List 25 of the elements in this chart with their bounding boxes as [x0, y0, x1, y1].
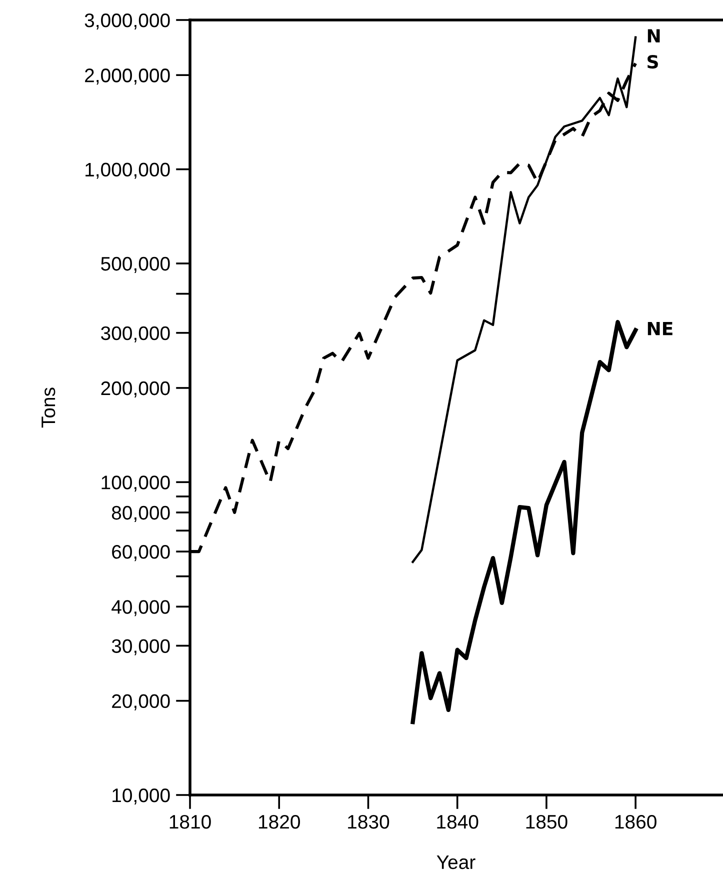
x-tick-label: 1840	[437, 814, 478, 829]
y-tick-label: 3,000,000	[84, 13, 170, 30]
series-label: N	[648, 29, 660, 42]
y-tick-label: 80,000	[112, 506, 170, 522]
line-series	[410, 320, 638, 724]
y-tick-label: 10,000	[112, 788, 170, 805]
x-tick-label: 1860	[615, 814, 656, 829]
series-label: NE	[648, 322, 672, 336]
y-tick-label: 40,000	[112, 600, 170, 616]
x-tick-label: 1830	[348, 814, 390, 829]
y-tick-label: 30,000	[112, 639, 170, 656]
y-axis-title: Tons	[42, 388, 56, 428]
x-tick-label: 1810	[170, 814, 211, 829]
y-tick-label: 20,000	[112, 694, 170, 710]
y-tick-label: 300,000	[101, 326, 170, 342]
y-tick-label: 1,000,000	[86, 162, 170, 179]
y-tick-label: 2,000,000	[85, 68, 170, 85]
y-tick-label: 500,000	[101, 256, 170, 273]
x-axis-title: Year	[436, 856, 476, 870]
series-label: S	[648, 54, 658, 69]
y-tick-label: 60,000	[112, 545, 170, 562]
x-tick-label: 1850	[526, 814, 568, 829]
y-tick-label: 100,000	[102, 476, 170, 492]
x-tick-label: 1820	[258, 814, 300, 829]
y-tick-label: 200,000	[101, 381, 170, 398]
